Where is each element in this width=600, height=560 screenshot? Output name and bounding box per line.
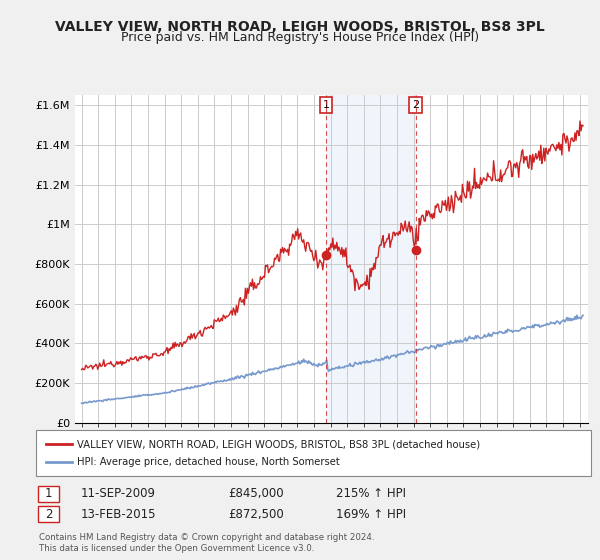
- Text: VALLEY VIEW, NORTH ROAD, LEIGH WOODS, BRISTOL, BS8 3PL (detached house): VALLEY VIEW, NORTH ROAD, LEIGH WOODS, BR…: [77, 439, 480, 449]
- Text: 2: 2: [412, 100, 419, 110]
- Text: HPI: Average price, detached house, North Somerset: HPI: Average price, detached house, Nort…: [77, 457, 340, 467]
- Text: 1: 1: [45, 487, 52, 501]
- Text: 215% ↑ HPI: 215% ↑ HPI: [336, 487, 406, 501]
- Text: £872,500: £872,500: [228, 507, 284, 521]
- Text: Contains HM Land Registry data © Crown copyright and database right 2024.
This d: Contains HM Land Registry data © Crown c…: [39, 533, 374, 553]
- Text: 11-SEP-2009: 11-SEP-2009: [81, 487, 156, 501]
- Bar: [326, 95, 416, 423]
- Text: 169% ↑ HPI: 169% ↑ HPI: [336, 507, 406, 521]
- Text: £845,000: £845,000: [228, 487, 284, 501]
- Text: 2: 2: [45, 507, 52, 521]
- Text: Price paid vs. HM Land Registry's House Price Index (HPI): Price paid vs. HM Land Registry's House …: [121, 31, 479, 44]
- Text: 13-FEB-2015: 13-FEB-2015: [81, 507, 157, 521]
- Text: 1: 1: [323, 100, 329, 110]
- Text: VALLEY VIEW, NORTH ROAD, LEIGH WOODS, BRISTOL, BS8 3PL: VALLEY VIEW, NORTH ROAD, LEIGH WOODS, BR…: [55, 20, 545, 34]
